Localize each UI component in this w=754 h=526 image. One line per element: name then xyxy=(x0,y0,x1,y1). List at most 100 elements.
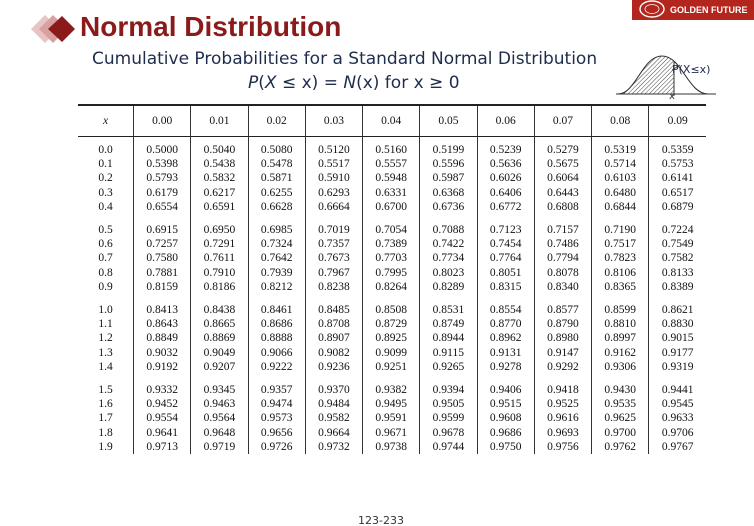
table-cell: 0.8907 xyxy=(304,331,363,346)
table-cell: 0.9738 xyxy=(361,439,420,455)
table-row: 1.4 0.9192 0.9207 0.9222 0.9236 0.9251 0.9265 0… xyxy=(78,359,706,375)
table-cell: 0.5478 xyxy=(247,157,306,172)
table-cell: 0.5714 xyxy=(590,157,649,172)
table-cell: 0.5160 xyxy=(361,136,420,158)
table-cell: 0.6879 xyxy=(648,199,706,215)
table-cell: 0.8438 xyxy=(190,303,248,318)
table-row: 1.1 0.8643 0.8665 0.8686 0.8708 0.8729 0.8749 0… xyxy=(78,317,706,332)
table-cell: 0.5279 xyxy=(533,136,592,158)
page-title: Normal Distribution xyxy=(80,11,342,42)
table-cell: 0.8051 xyxy=(476,265,535,280)
spacer-cell xyxy=(590,374,649,384)
table-cell: 0.8485 xyxy=(304,303,363,318)
table-body: 0.0 0.5000 0.5040 0.5080 0.5120 0.5160 0.5199 0… xyxy=(78,136,706,455)
table-cell: 0.9236 xyxy=(304,359,363,375)
column-header: 0.05 xyxy=(419,104,477,137)
table-cell: 0.9418 xyxy=(533,383,592,398)
table-cell: 0.9633 xyxy=(648,411,706,426)
spacer-cell xyxy=(304,374,363,384)
table-cell: 0.8413 xyxy=(132,303,191,318)
row-header-x: 1.8 xyxy=(98,426,113,439)
table-cell: 0.7190 xyxy=(590,223,649,238)
table-cell: 0.9162 xyxy=(590,345,649,360)
spacer-cell xyxy=(476,214,535,224)
table-cell: 0.6772 xyxy=(476,199,535,215)
table-cell: 0.8665 xyxy=(190,317,248,332)
table-cell: 0.5239 xyxy=(476,136,535,158)
table-cell: 0.7157 xyxy=(533,223,592,238)
table-cell: 0.9515 xyxy=(476,397,535,412)
table-cell: 0.5517 xyxy=(304,157,363,172)
table-row: 1.6 0.9452 0.9463 0.9474 0.9484 0.9495 0.9505 0… xyxy=(78,397,706,412)
table-cell: 0.6368 xyxy=(419,185,477,200)
table-cell: 0.8770 xyxy=(476,317,535,332)
table-cell: 0.9495 xyxy=(361,397,420,412)
table-cell: 0.7389 xyxy=(361,237,420,252)
row-header-x: 0.6 xyxy=(98,238,113,251)
table-cell: 0.9357 xyxy=(247,383,306,398)
formula-middle: ≤ x) = xyxy=(276,73,344,93)
table-cell: 0.6443 xyxy=(533,185,592,200)
table-row: 0.8 0.7881 0.7910 0.7939 0.7967 0.7995 0.8023 0… xyxy=(78,265,706,280)
table-cell: 0.5636 xyxy=(476,157,535,172)
table-cell: 0.9441 xyxy=(648,383,706,398)
spacer-cell xyxy=(648,374,706,384)
table-cell: 0.7703 xyxy=(361,251,420,266)
table-cell: 0.9616 xyxy=(533,411,592,426)
table-row: 0.9 0.8159 0.8186 0.8212 0.8238 0.8264 0.8289 0… xyxy=(78,279,706,295)
table-cell: 0.9177 xyxy=(648,345,706,360)
table-row: 1.0 0.8413 0.8438 0.8461 0.8485 0.8508 0.8531 0… xyxy=(78,303,706,318)
spacer-cell xyxy=(361,214,420,224)
table-cell: 0.9591 xyxy=(361,411,420,426)
formula-p: P xyxy=(248,73,259,93)
table-cell: 0.9066 xyxy=(247,345,306,360)
curve-axis-label: x xyxy=(669,91,675,102)
table-cell: 0.9648 xyxy=(190,425,248,440)
table-cell: 0.9192 xyxy=(132,359,191,375)
row-header-x: 0.2 xyxy=(98,172,113,185)
table-cell: 0.6554 xyxy=(132,199,191,215)
table-cell: 0.9744 xyxy=(419,439,477,455)
row-header-x: 1.2 xyxy=(98,332,113,345)
column-header: 0.04 xyxy=(361,104,420,137)
table-cell: 0.9452 xyxy=(132,397,191,412)
table-cell: 0.9671 xyxy=(361,425,420,440)
table-cell: 0.8159 xyxy=(132,279,191,295)
table-cell: 0.7642 xyxy=(247,251,306,266)
table-cell: 0.7611 xyxy=(190,251,248,266)
table-cell: 0.9686 xyxy=(476,425,535,440)
table-cell: 0.6480 xyxy=(590,185,649,200)
table-cell: 0.9545 xyxy=(648,397,706,412)
table-cell: 0.9015 xyxy=(648,331,706,346)
table-cell: 0.6255 xyxy=(247,185,306,200)
table-row: 0.1 0.5398 0.5438 0.5478 0.5517 0.5557 0.5596 0… xyxy=(78,157,706,172)
spacer-cell xyxy=(648,214,706,224)
spacer-cell xyxy=(533,214,592,224)
table-cell: 0.8023 xyxy=(419,265,477,280)
table-cell: 0.7910 xyxy=(190,265,248,280)
table-cell: 0.8315 xyxy=(476,279,535,295)
table-cell: 0.9608 xyxy=(476,411,535,426)
row-header-x: 1.6 xyxy=(98,398,113,411)
table-row: 1.9 0.9713 0.9719 0.9726 0.9732 0.9738 0.9744 0… xyxy=(78,439,706,455)
table-cell: 0.5987 xyxy=(419,171,477,186)
table-row: 0.4 0.6554 0.6591 0.6628 0.6664 0.6700 0.6736 0… xyxy=(78,199,706,215)
table-cell: 0.8340 xyxy=(533,279,592,295)
table-cell: 0.9463 xyxy=(190,397,248,412)
curve-label: P(X≤x) xyxy=(672,63,711,76)
spacer-cell xyxy=(132,374,191,384)
formula-open: ( xyxy=(258,73,265,93)
table-cell: 0.9319 xyxy=(648,359,706,375)
table-cell: 0.9719 xyxy=(190,439,248,455)
table-cell: 0.9732 xyxy=(304,439,363,455)
table-cell: 0.9147 xyxy=(533,345,592,360)
table-cell: 0.6026 xyxy=(476,171,535,186)
table-header-row: x 0.00 0.01 0.02 0.03 0.04 0.05 0.06 0.07 0.08 0.… xyxy=(78,104,706,137)
table-cell: 0.6844 xyxy=(590,199,649,215)
table-cell: 0.8810 xyxy=(590,317,649,332)
table-cell: 0.8980 xyxy=(533,331,592,346)
table-cell: 0.6736 xyxy=(419,199,477,215)
table-cell: 0.8790 xyxy=(533,317,592,332)
spacer-cell xyxy=(78,214,134,223)
table-cell: 0.9222 xyxy=(247,359,306,375)
